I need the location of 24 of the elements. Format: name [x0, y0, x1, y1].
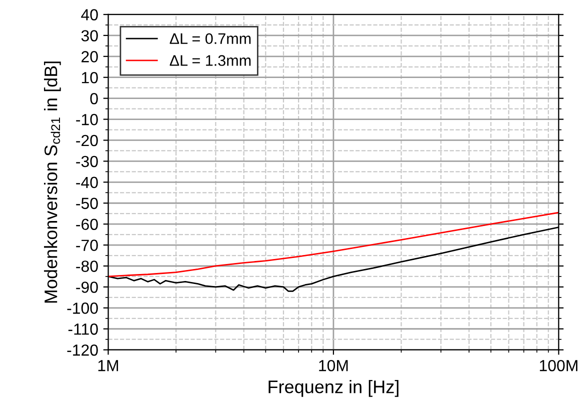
x-tick-label: 100M	[540, 360, 578, 372]
y-tick-label: -120	[67, 344, 98, 356]
y-tick-label: -90	[76, 282, 98, 293]
x-tick-label: 10M	[319, 360, 348, 372]
y-tick-label: -110	[68, 324, 98, 335]
legend-label: ΔL = 0.7mm	[170, 33, 251, 44]
y-tick-label: 10	[82, 72, 98, 84]
y-tick-label: 0	[90, 92, 98, 104]
y-tick-label: -10	[76, 114, 98, 126]
y-tick-label: 40	[81, 9, 98, 20]
y-tick-label: -30	[76, 156, 98, 168]
y-tick-label: 20	[82, 51, 98, 62]
legend-label: ΔL = 1.3mm	[170, 55, 251, 66]
y-tick-label: 30	[81, 30, 98, 42]
y-tick-label: -40	[76, 176, 98, 188]
y-tick-label: -70	[76, 240, 98, 251]
y-axis-title: Modenkonversion S$_{cd21}$ in [dB]	[44, 62, 61, 303]
y-tick-label: -50	[76, 198, 98, 210]
y-tick-label: -20	[76, 134, 98, 146]
x-tick-label: 1M	[98, 360, 118, 372]
y-tick-label: -80	[76, 260, 98, 272]
y-tick-label: -60	[76, 218, 98, 230]
y-tick-label: -100	[67, 302, 98, 314]
x-axis-title: Frequenz in [Hz]	[268, 380, 398, 397]
